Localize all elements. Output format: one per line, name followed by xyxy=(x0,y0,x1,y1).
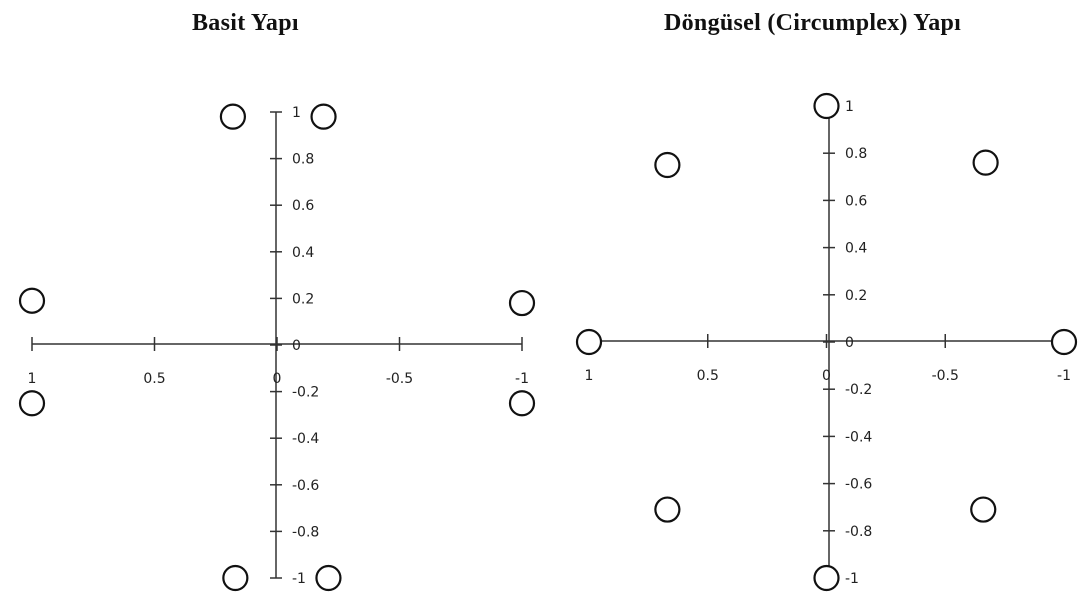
data-point xyxy=(18,390,46,417)
y-tick-label: -0.8 xyxy=(292,524,319,540)
y-tick-label: 0 xyxy=(292,338,301,354)
data-point xyxy=(315,564,342,592)
chart-1: 1 0.5 0 -0.5 -1 1 0.8 0.6 0.4 0.2 0 -0.2 -0.4 -0.6 -0.… xyxy=(575,92,1078,592)
y-tick-label: -0.6 xyxy=(292,478,319,494)
data-point xyxy=(219,103,246,130)
x-tick-label: -0.5 xyxy=(932,368,959,384)
data-point xyxy=(508,289,536,317)
data-point xyxy=(654,496,681,523)
x-tick-label: -0.5 xyxy=(386,371,413,387)
y-tick-label: -0.4 xyxy=(292,431,319,447)
y-tick-label: -0.6 xyxy=(845,477,872,493)
data-point xyxy=(813,92,840,120)
x-tick-label: 0 xyxy=(822,368,831,384)
y-tick-label: 0.2 xyxy=(845,288,867,304)
x-tick-label: -1 xyxy=(515,371,529,387)
data-point xyxy=(972,149,999,176)
chart-title-basit: Basit Yapı xyxy=(192,10,299,36)
data-point xyxy=(508,390,536,417)
x-tick-label: 1 xyxy=(585,368,594,384)
data-point xyxy=(654,151,681,179)
x-tick-label: 1 xyxy=(28,371,37,387)
chart-title-circumplex: Döngüsel (Circumplex) Yapı xyxy=(664,10,962,36)
y-tick-label: 1 xyxy=(845,99,854,115)
data-point xyxy=(222,564,249,592)
data-point xyxy=(970,496,997,523)
y-tick-label: -1 xyxy=(845,571,859,587)
y-tick-label: -0.2 xyxy=(292,385,319,401)
y-tick-label: 0.2 xyxy=(292,291,314,307)
y-tick-label: 0.6 xyxy=(845,193,867,209)
y-tick-label: 0.8 xyxy=(292,152,314,168)
x-tick-label: 0.5 xyxy=(697,368,719,384)
x-tick-label: 0.5 xyxy=(143,371,165,387)
data-point xyxy=(575,328,603,356)
y-tick-label: -0.8 xyxy=(845,524,872,540)
y-tick-label: 0.4 xyxy=(292,245,314,261)
y-tick-label: -1 xyxy=(292,571,306,587)
y-tick-label: -0.2 xyxy=(845,382,872,398)
y-tick-label: 0.6 xyxy=(292,198,314,214)
y-tick-label: -0.4 xyxy=(845,429,872,445)
x-tick-label: 0 xyxy=(273,371,282,387)
y-tick-label: 0.4 xyxy=(845,241,867,257)
y-tick-label: 0.8 xyxy=(845,146,867,162)
data-point xyxy=(310,103,337,130)
y-tick-label: 0 xyxy=(845,335,854,351)
data-point xyxy=(813,564,840,592)
y-tick-label: 1 xyxy=(292,105,301,121)
data-point xyxy=(18,287,46,314)
x-tick-label: -1 xyxy=(1057,368,1071,384)
data-point xyxy=(1050,328,1078,356)
chart-0: 1 0.5 0 -0.5 -1 1 0.8 0.6 0.4 0.2 0 -0.2 -0.4 -0.6 -0.… xyxy=(18,103,536,592)
